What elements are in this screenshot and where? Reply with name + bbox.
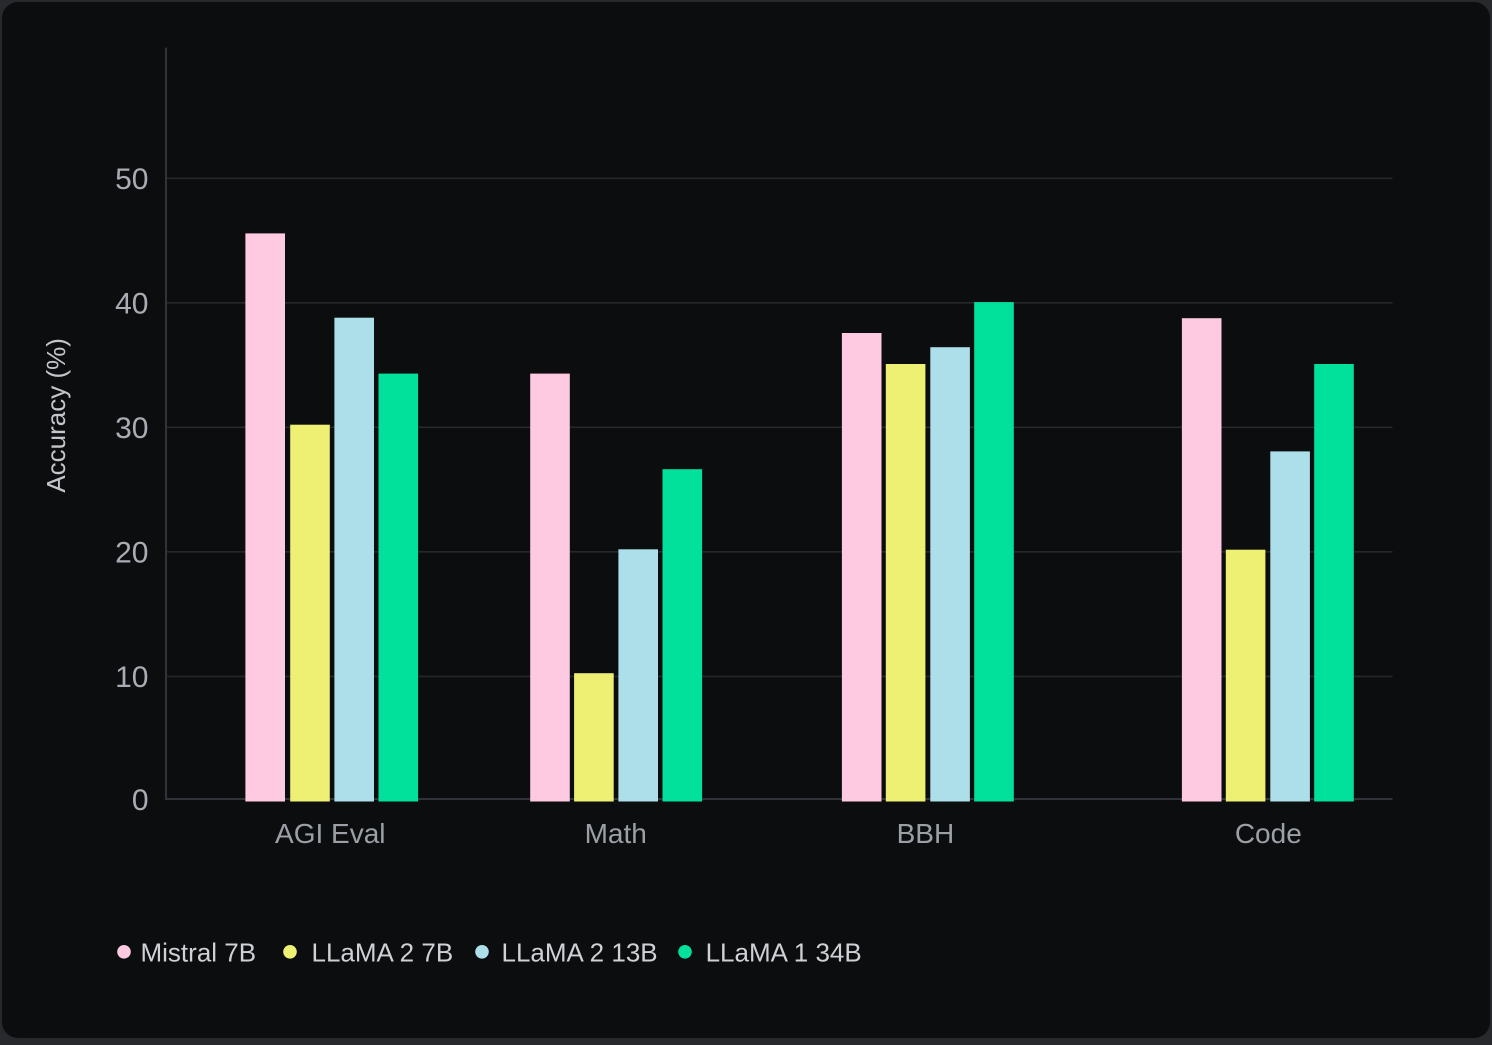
svg-text:Accuracy (%): Accuracy (%)	[41, 338, 71, 493]
svg-text:0: 0	[132, 784, 149, 817]
svg-text:Mistral 7B: Mistral 7B	[141, 938, 257, 968]
svg-text:20: 20	[115, 537, 148, 570]
svg-text:10: 10	[115, 661, 148, 694]
svg-text:50: 50	[115, 163, 148, 196]
svg-text:Math: Math	[585, 818, 647, 849]
svg-text:AGI Eval: AGI Eval	[275, 818, 385, 849]
svg-text:30: 30	[115, 412, 148, 445]
svg-text:LLaMA 1 34B: LLaMA 1 34B	[706, 938, 862, 968]
svg-text:LLaMA 2 7B: LLaMA 2 7B	[312, 938, 454, 968]
svg-text:BBH: BBH	[897, 818, 955, 849]
svg-text:Code: Code	[1235, 818, 1302, 849]
svg-text:40: 40	[115, 288, 148, 321]
svg-text:LLaMA 2 13B: LLaMA 2 13B	[502, 938, 658, 968]
